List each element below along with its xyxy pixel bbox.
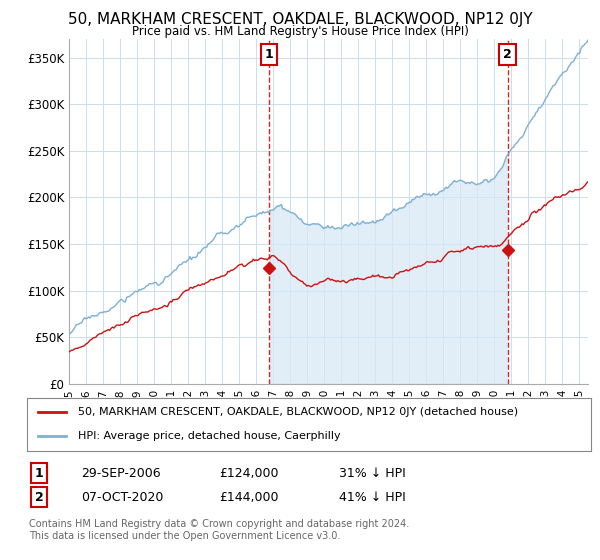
Text: Contains HM Land Registry data © Crown copyright and database right 2024.: Contains HM Land Registry data © Crown c… <box>29 519 409 529</box>
Text: 50, MARKHAM CRESCENT, OAKDALE, BLACKWOOD, NP12 0JY: 50, MARKHAM CRESCENT, OAKDALE, BLACKWOOD… <box>68 12 532 27</box>
Text: Price paid vs. HM Land Registry's House Price Index (HPI): Price paid vs. HM Land Registry's House … <box>131 25 469 38</box>
Text: 2: 2 <box>35 491 43 504</box>
Text: This data is licensed under the Open Government Licence v3.0.: This data is licensed under the Open Gov… <box>29 531 340 542</box>
Text: 07-OCT-2020: 07-OCT-2020 <box>81 491 163 504</box>
Text: 1: 1 <box>265 48 274 61</box>
Text: 1: 1 <box>35 466 43 480</box>
Text: 31% ↓ HPI: 31% ↓ HPI <box>339 466 406 480</box>
Text: £144,000: £144,000 <box>219 491 278 504</box>
Text: 41% ↓ HPI: 41% ↓ HPI <box>339 491 406 504</box>
Text: £124,000: £124,000 <box>219 466 278 480</box>
Text: 29-SEP-2006: 29-SEP-2006 <box>81 466 161 480</box>
Text: 50, MARKHAM CRESCENT, OAKDALE, BLACKWOOD, NP12 0JY (detached house): 50, MARKHAM CRESCENT, OAKDALE, BLACKWOOD… <box>78 408 518 418</box>
Text: 2: 2 <box>503 48 512 61</box>
Text: HPI: Average price, detached house, Caerphilly: HPI: Average price, detached house, Caer… <box>78 431 340 441</box>
